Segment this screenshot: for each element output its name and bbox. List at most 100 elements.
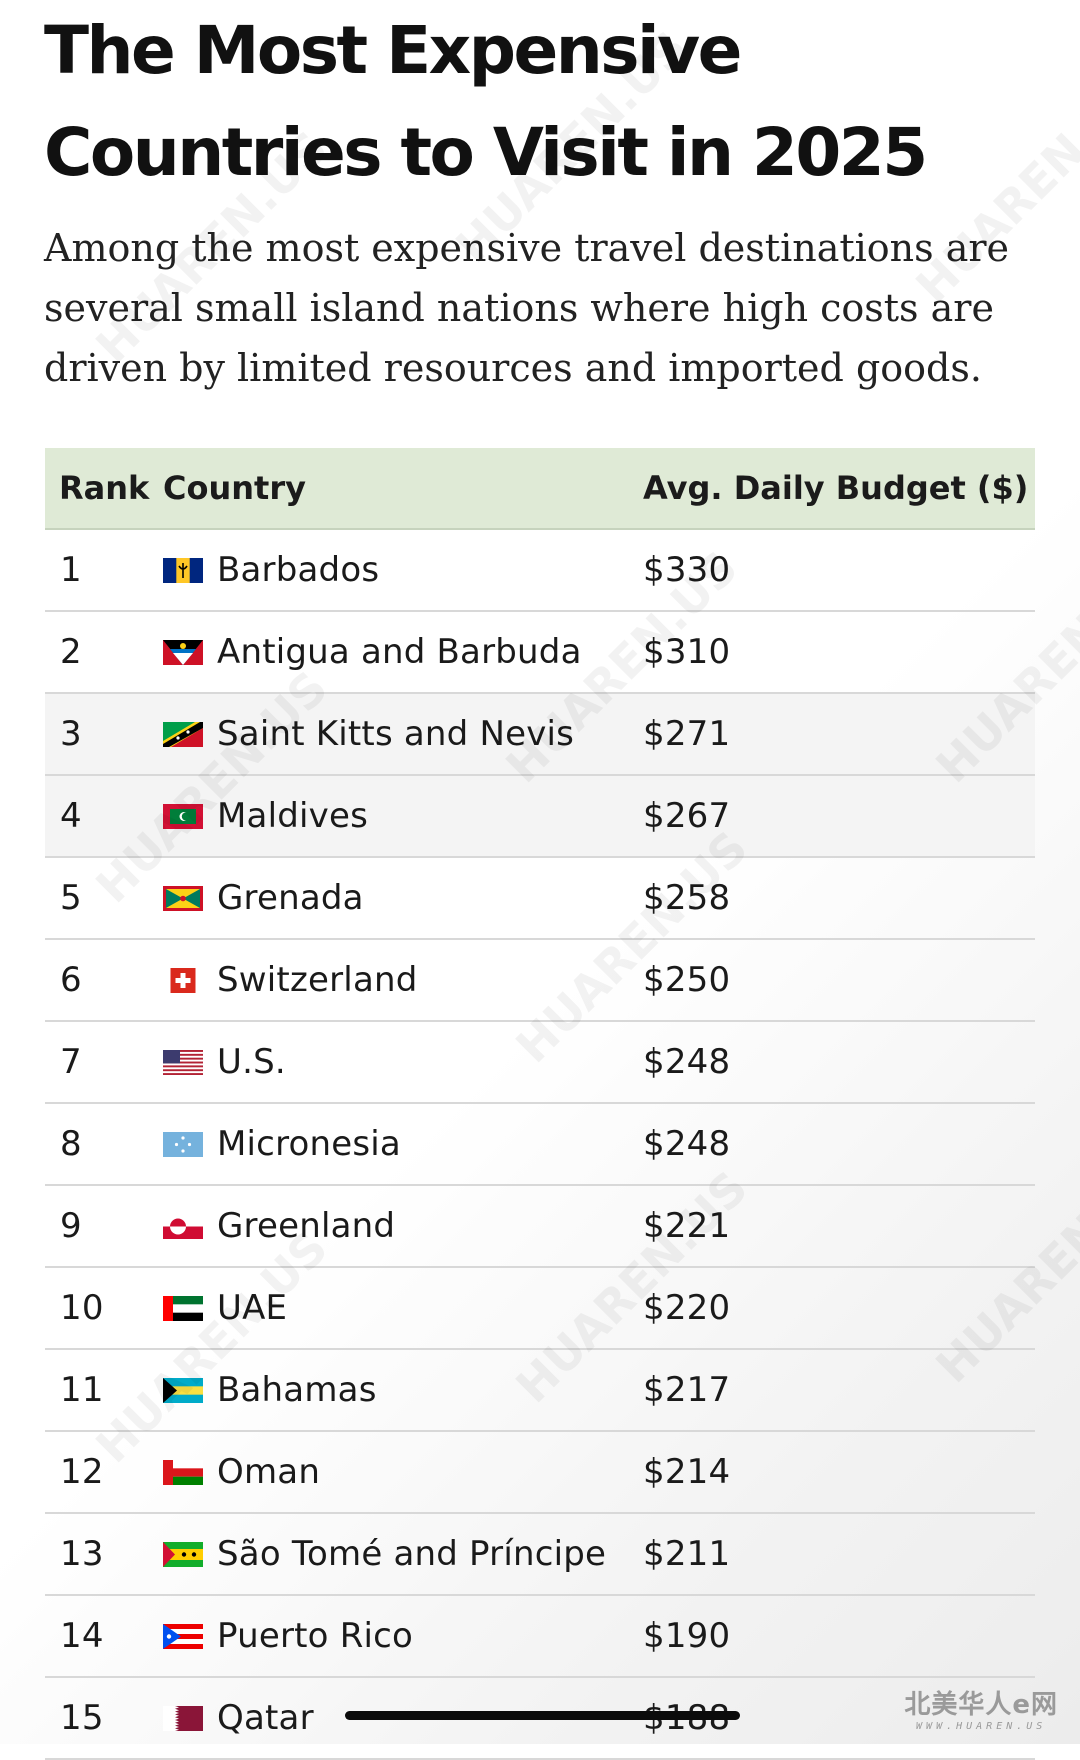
table-row: 12 Oman $214 — [45, 1432, 1035, 1514]
rank-cell: 15 — [60, 1698, 104, 1738]
budget-cell: $258 — [643, 878, 731, 918]
rank-cell: 12 — [60, 1452, 104, 1492]
uae-flag-icon — [163, 1295, 203, 1321]
table-row: 3 Saint Kitts and Nevis $271 — [45, 694, 1035, 776]
country-cell: UAE — [163, 1288, 643, 1328]
budget-cell: $190 — [643, 1616, 731, 1656]
rank-cell: 2 — [60, 632, 82, 672]
usa-flag-icon — [163, 1049, 203, 1075]
country-cell: Grenada — [163, 878, 643, 918]
country-name: U.S. — [217, 1042, 286, 1082]
country-cell: Antigua and Barbuda — [163, 632, 643, 672]
country-name: Greenland — [217, 1206, 396, 1246]
table-row: 9 Greenland $221 — [45, 1186, 1035, 1268]
rank-cell: 10 — [60, 1288, 104, 1328]
sao-tome-flag-icon — [163, 1541, 203, 1567]
table-row: 8 Micronesia $248 — [45, 1104, 1035, 1186]
budget-cell: $310 — [643, 632, 731, 672]
barbados-flag-icon — [163, 557, 203, 583]
budget-cell: $330 — [643, 550, 731, 590]
budget-cell: $220 — [643, 1288, 731, 1328]
switzerland-flag-icon — [170, 967, 196, 993]
table-row: 7 U.S. $248 — [45, 1022, 1035, 1104]
country-cell: U.S. — [163, 1042, 643, 1082]
rank-cell: 14 — [60, 1616, 104, 1656]
country-name: Barbados — [217, 550, 380, 590]
budget-cell: $271 — [643, 714, 731, 754]
strike-through-line — [345, 1711, 740, 1720]
rank-cell: 5 — [60, 878, 82, 918]
saint-kitts-flag-icon — [163, 721, 203, 747]
country-name: Grenada — [217, 878, 364, 918]
country-cell: Barbados — [163, 550, 643, 590]
rank-cell: 9 — [60, 1206, 82, 1246]
qatar-flag-icon — [163, 1705, 203, 1731]
puerto-rico-flag-icon — [163, 1623, 203, 1649]
country-name: São Tomé and Príncipe — [217, 1534, 607, 1574]
antigua-flag-icon — [163, 639, 203, 665]
country-cell: Puerto Rico — [163, 1616, 643, 1656]
rank-cell: 8 — [60, 1124, 82, 1164]
country-cell: Bahamas — [163, 1370, 643, 1410]
country-name: Puerto Rico — [217, 1616, 414, 1656]
country-name: Antigua and Barbuda — [217, 632, 582, 672]
maldives-flag-icon — [163, 803, 203, 829]
budget-table: Rank Country Avg. Daily Budget ($) 1 Barb… — [45, 448, 1035, 1760]
country-cell: Maldives — [163, 796, 643, 836]
country-name: Switzerland — [217, 960, 418, 1000]
rank-cell: 13 — [60, 1534, 104, 1574]
country-name: Qatar — [217, 1698, 314, 1738]
table-row: 1 Barbados $330 — [45, 530, 1035, 612]
table-row: 11 Bahamas $217 — [45, 1350, 1035, 1432]
budget-cell: $221 — [643, 1206, 731, 1246]
budget-cell: $267 — [643, 796, 731, 836]
table-row: 5 Grenada $258 — [45, 858, 1035, 940]
page-title: The Most Expensive Countries to Visit in… — [44, 12, 928, 191]
country-name: UAE — [217, 1288, 288, 1328]
rank-cell: 11 — [60, 1370, 104, 1410]
country-cell: São Tomé and Príncipe — [163, 1534, 643, 1574]
micronesia-flag-icon — [163, 1131, 203, 1157]
country-name: Maldives — [217, 796, 368, 836]
table-row: 10 UAE $220 — [45, 1268, 1035, 1350]
country-cell: Greenland — [163, 1206, 643, 1246]
bahamas-flag-icon — [163, 1377, 203, 1403]
country-name: Oman — [217, 1452, 321, 1492]
country-cell: Switzerland — [163, 960, 643, 1000]
column-header-rank: Rank — [59, 469, 150, 507]
country-cell: Qatar — [163, 1698, 643, 1738]
country-cell: Saint Kitts and Nevis — [163, 714, 643, 754]
country-cell: Oman — [163, 1452, 643, 1492]
budget-cell: $217 — [643, 1370, 731, 1410]
budget-cell: $250 — [643, 960, 731, 1000]
rank-cell: 3 — [60, 714, 82, 754]
budget-cell: $211 — [643, 1534, 731, 1574]
column-header-country: Country — [163, 469, 306, 507]
watermark-logo: 北美华人e网 WWW.HUAREN.US — [904, 1684, 1058, 1732]
rank-cell: 6 — [60, 960, 82, 1000]
column-header-budget: Avg. Daily Budget ($) — [643, 469, 1029, 507]
rank-cell: 4 — [60, 796, 82, 836]
budget-cell: $248 — [643, 1124, 731, 1164]
table-header-row: Rank Country Avg. Daily Budget ($) — [45, 448, 1035, 530]
country-name: Saint Kitts and Nevis — [217, 714, 575, 754]
table-row: 4 Maldives $267 — [45, 776, 1035, 858]
rank-cell: 1 — [60, 550, 82, 590]
table-row: 14 Puerto Rico $190 — [45, 1596, 1035, 1678]
page-subtitle: Among the most expensive travel destinat… — [44, 226, 1010, 390]
country-name: Micronesia — [217, 1124, 401, 1164]
grenada-flag-icon — [163, 885, 203, 911]
oman-flag-icon — [163, 1459, 203, 1485]
country-name: Bahamas — [217, 1370, 377, 1410]
country-cell: Micronesia — [163, 1124, 643, 1164]
table-row: 6 Switzerland $250 — [45, 940, 1035, 1022]
watermark-logo-text: 北美华人e网 — [904, 1690, 1058, 1720]
table-row: 13 São Tomé and Príncipe $211 — [45, 1514, 1035, 1596]
budget-cell: $214 — [643, 1452, 731, 1492]
budget-cell: $248 — [643, 1042, 731, 1082]
greenland-flag-icon — [163, 1213, 203, 1239]
table-row: 2 Antigua and Barbuda $310 — [45, 612, 1035, 694]
watermark-logo-url: WWW.HUAREN.US — [916, 1721, 1047, 1732]
